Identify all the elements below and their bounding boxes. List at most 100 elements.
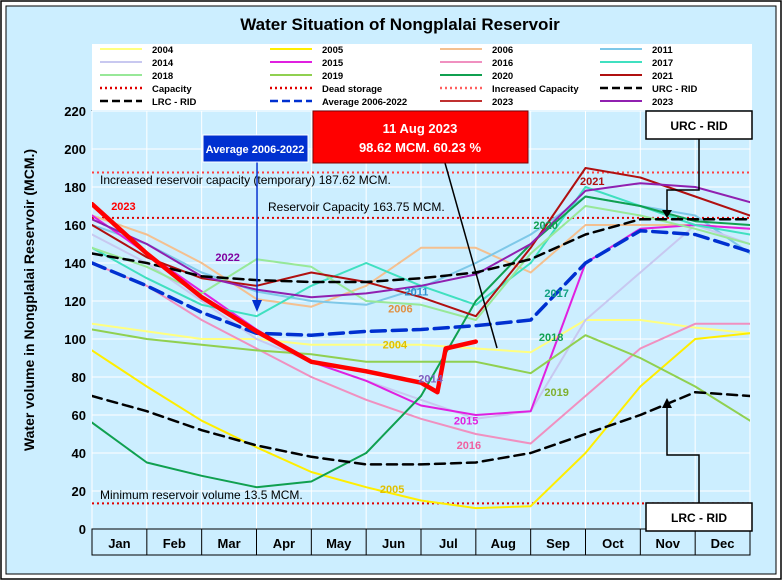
y-tick-label-120: 120 <box>64 294 86 309</box>
y-tick-label-160: 160 <box>64 218 86 233</box>
legend-label-average-2006-2022-17: Average 2006-2022 <box>322 97 407 108</box>
series-layer <box>92 167 750 510</box>
legend-label-2006-2: 2006 <box>492 45 513 56</box>
year-label-2006: 2006 <box>388 303 412 315</box>
month-label-may: May <box>326 536 352 551</box>
y-tick-label-60: 60 <box>72 408 86 423</box>
avg-callout-text: Average 2006-2022 <box>206 144 305 156</box>
y-tick-label-200: 200 <box>64 142 86 157</box>
y-tick-label-180: 180 <box>64 180 86 195</box>
legend-label-capacity-12: Capacity <box>152 84 192 95</box>
month-label-oct: Oct <box>602 536 624 551</box>
legend-label-2020-10: 2020 <box>492 71 513 82</box>
legend-box <box>92 44 752 110</box>
year-label-2015: 2015 <box>454 416 478 428</box>
lrc-callout-arrowhead <box>662 398 672 408</box>
avg-callout-box <box>202 134 309 163</box>
avg-callout-arrowhead <box>252 300 262 312</box>
series-line-2023 <box>92 201 479 395</box>
series-line-average-2006-2022 <box>92 228 750 337</box>
legend-label-2023-18: 2023 <box>492 97 513 108</box>
lrc-callout-leader <box>666 405 700 503</box>
month-label-dec: Dec <box>711 536 735 551</box>
month-label-mar: Mar <box>218 536 241 551</box>
legend-label-lrc-rid-16: LRC - RID <box>152 97 196 108</box>
year-label-2018: 2018 <box>539 332 563 344</box>
lrc-callout-text: LRC - RID <box>671 511 727 525</box>
year-label-2017: 2017 <box>544 288 568 300</box>
current-callout-date: 11 Aug 2023 <box>383 121 458 136</box>
year-label-2005: 2005 <box>380 484 404 496</box>
series-line-2004 <box>92 319 750 354</box>
series-line-2005 <box>92 332 750 510</box>
series-line-2006 <box>92 214 750 308</box>
legend-label-2017-7: 2017 <box>652 58 673 69</box>
urc-callout-text: URC - RID <box>670 119 728 133</box>
month-labels: Jan Feb Mar Apr May Jun Jul Aug Sep Oct Nov Dec <box>108 529 735 555</box>
legend: 2004 2005 2006 2011 2014 2015 2016 2017 2018 2019… <box>100 45 698 108</box>
legend-label-dead-storage-13: Dead storage <box>322 84 382 95</box>
year-label-2011: 2011 <box>405 286 429 298</box>
series-line-2015 <box>92 214 750 416</box>
y-tick-label-220: 220 <box>64 104 86 119</box>
y-tick-label-0: 0 <box>79 522 86 537</box>
month-label-apr: Apr <box>273 536 295 551</box>
legend-label-2015-5: 2015 <box>322 58 344 69</box>
year-label-2021: 2021 <box>580 176 604 188</box>
series-line-2019 <box>92 328 750 422</box>
urc-callout-leader <box>666 139 700 212</box>
legend-label-2019-9: 2019 <box>322 71 343 82</box>
y-tick-label-100: 100 <box>64 332 86 347</box>
legend-label-2005-1: 2005 <box>322 45 344 56</box>
year-labels: 2023 2022 2021 2020 2011 2006 2017 2018 2004 2014… <box>111 176 604 496</box>
year-label-2020: 2020 <box>533 220 557 232</box>
capacity-text: Reservoir Capacity 163.75 MCM. <box>268 200 445 214</box>
chart-title: Water Situation of Nongplalai Reservoir <box>240 15 560 34</box>
current-callout-leader <box>444 162 498 349</box>
y-axis-label: Water volume in Nongplalai Reservoir (MC… <box>21 149 37 451</box>
current-callout-value: 98.62 MCM. 60.23 % <box>359 140 482 155</box>
legend-label-2014-4: 2014 <box>152 58 174 69</box>
y-tick-label-40: 40 <box>72 446 86 461</box>
month-label-jul: Jul <box>439 536 458 551</box>
legend-label-increased-capacity-14: Increased Capacity <box>492 84 579 95</box>
month-label-jan: Jan <box>108 536 130 551</box>
y-tick-label-80: 80 <box>72 370 86 385</box>
year-label-2023: 2023 <box>111 201 135 213</box>
series-line-2016 <box>92 262 750 445</box>
series-line-2018 <box>92 205 750 321</box>
legend-label-2011-3: 2011 <box>652 45 673 56</box>
y-tick-label-20: 20 <box>72 484 86 499</box>
series-line-2014 <box>92 224 750 420</box>
legend-label-urc-rid-15: URC - RID <box>652 84 698 95</box>
y-tick-label-140: 140 <box>64 256 86 271</box>
lrc-callout-box <box>645 502 753 532</box>
year-label-2004: 2004 <box>383 340 408 352</box>
urc-callout-arrowhead <box>662 210 672 218</box>
series-line-urc-rid <box>92 218 750 284</box>
legend-label-2021-11: 2021 <box>652 71 674 82</box>
legend-label-2023-19: 2023 <box>652 97 673 108</box>
month-label-jun: Jun <box>382 536 405 551</box>
minimum-volume-text: Minimum reservoir volume 13.5 MCM. <box>100 488 303 502</box>
increased-capacity-text: Increased reservoir capacity (temporary)… <box>100 173 391 187</box>
year-label-2022: 2022 <box>215 252 239 264</box>
series-line-lrc-rid <box>92 390 750 466</box>
month-label-nov: Nov <box>655 536 680 551</box>
month-label-aug: Aug <box>491 536 516 551</box>
urc-callout-box <box>645 110 753 140</box>
axes: 0 20 40 60 80 100 120 140 160 180 200 220 <box>64 104 86 537</box>
current-callout-box <box>312 110 529 164</box>
year-label-2014: 2014 <box>418 374 443 386</box>
legend-label-2004-0: 2004 <box>152 45 174 56</box>
series-line-2021 <box>92 167 750 318</box>
month-label-sep: Sep <box>546 536 570 551</box>
legend-label-2018-8: 2018 <box>152 71 173 82</box>
month-label-feb: Feb <box>163 536 186 551</box>
legend-label-2016-6: 2016 <box>492 58 513 69</box>
series-line-2020 <box>92 195 750 489</box>
year-label-2019: 2019 <box>544 387 568 399</box>
year-label-2016: 2016 <box>457 440 481 452</box>
